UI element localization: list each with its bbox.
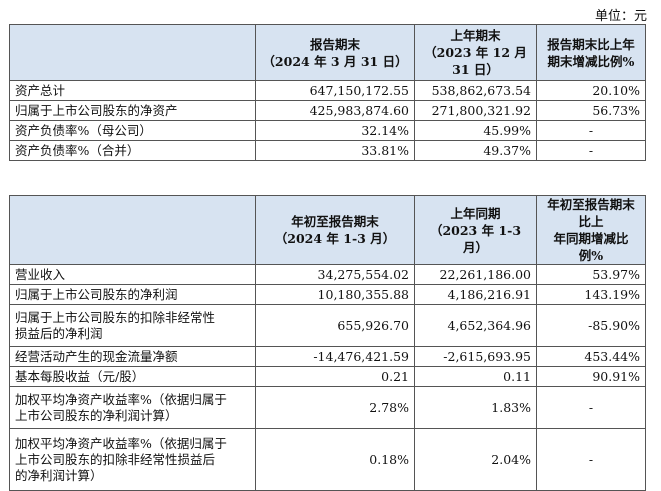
table-row: 基本每股收益（元/股） 0.21 0.11 90.91% [9,366,646,387]
row-label: 加权平均净资产收益率%（依据归属于 上市公司股东的扣除非经常性损益后 的净利润计算） [9,428,256,491]
table-cell: - [536,140,646,161]
table-cell: 143.19% [536,284,646,305]
column-header [9,195,256,265]
table-cell: 0.18% [255,428,415,491]
table-row: 营业收入 34,275,554.02 22,261,186.00 53.97% [9,264,646,285]
column-header: 上年期末 （2023 年 12 月 31 日） [414,24,537,81]
row-label: 资产负债率%（合并） [9,140,256,161]
header-row: 报告期末 （2024 年 3 月 31 日） 上年期末 （2023 年 12 月 31… [9,24,646,81]
table-cell: 0.11 [414,366,537,387]
balance-table: 报告期末 （2024 年 3 月 31 日） 上年期末 （2023 年 12 月 31… [9,24,646,161]
table-cell: - [536,120,646,141]
table-cell: -85.90% [536,304,646,347]
column-header: 年初至报告期末比上 年同期增减比例% [536,195,646,265]
row-label: 归属于上市公司股东的扣除非经常性 损益后的净利润 [9,304,256,347]
table-row: 经营活动产生的现金流量净额 -14,476,421.59 -2,615,693.95… [9,346,646,367]
income-table: 年初至报告期末 （2024 年 1-3 月） 上年同期 （2023 年 1-3 月）年… [9,195,646,491]
row-label: 加权平均净资产收益率%（依据归属于 上市公司股东的净利润计算） [9,386,256,429]
table-cell: 453.44% [536,346,646,367]
table-cell: 647,150,172.55 [255,80,415,101]
row-label: 经营活动产生的现金流量净额 [9,346,256,367]
table-row: 归属于上市公司股东的扣除非经常性 损益后的净利润 655,926.70 4,652,3… [9,304,646,347]
table-cell: 32.14% [255,120,415,141]
table-cell: 53.97% [536,264,646,285]
row-label: 归属于上市公司股东的净利润 [9,284,256,305]
table-cell: 45.99% [414,120,537,141]
row-label: 资产总计 [9,80,256,101]
row-label: 资产负债率%（母公司） [9,120,256,141]
table-row: 资产负债率%（母公司） 32.14% 45.99% - [9,120,646,141]
table-cell: 90.91% [536,366,646,387]
table-row: 加权平均净资产收益率%（依据归属于 上市公司股东的扣除非经常性损益后 的净利润计算）… [9,428,646,491]
row-label: 基本每股收益（元/股） [9,366,256,387]
table-cell: - [536,428,646,491]
column-header: 上年同期 （2023 年 1-3 月） [414,195,537,265]
column-header: 年初至报告期末 （2024 年 1-3 月） [255,195,415,265]
table-cell: 425,983,874.60 [255,100,415,121]
table-cell: 33.81% [255,140,415,161]
table-cell: 49.37% [414,140,537,161]
table-cell: -14,476,421.59 [255,346,415,367]
column-header: 报告期末 （2024 年 3 月 31 日） [255,24,415,81]
table-cell: - [536,386,646,429]
table-cell: 0.21 [255,366,415,387]
table-cell: 4,186,216.91 [414,284,537,305]
table-row: 资产总计 647,150,172.55 538,862,673.54 20.10% [9,80,646,101]
income-table-body: 年初至报告期末 （2024 年 1-3 月） 上年同期 （2023 年 1-3 月）年… [9,195,646,491]
table-cell: -2,615,693.95 [414,346,537,367]
unit-label: 单位：元 [594,9,647,24]
table-cell: 1.83% [414,386,537,429]
table-row: 资产负债率%（合并） 33.81% 49.37% - [9,140,646,161]
column-header [9,24,256,81]
table-row: 归属于上市公司股东的净利润 10,180,355.88 4,186,216.91 14… [9,284,646,305]
table-cell: 271,800,321.92 [414,100,537,121]
table-cell: 34,275,554.02 [255,264,415,285]
table-cell: 10,180,355.88 [255,284,415,305]
table-row: 加权平均净资产收益率%（依据归属于 上市公司股东的净利润计算） 2.78% 1.83%… [9,386,646,429]
table-cell: 2.04% [414,428,537,491]
column-header: 报告期末比上年 期末增减比例% [536,24,646,81]
table-cell: 655,926.70 [255,304,415,347]
table-cell: 20.10% [536,80,646,101]
balance-table-body: 报告期末 （2024 年 3 月 31 日） 上年期末 （2023 年 12 月 31… [9,24,646,161]
table-cell: 538,862,673.54 [414,80,537,101]
table-cell: 2.78% [255,386,415,429]
row-label: 营业收入 [9,264,256,285]
row-label: 归属于上市公司股东的净资产 [9,100,256,121]
table-cell: 4,652,364.96 [414,304,537,347]
table-cell: 56.73% [536,100,646,121]
header-row: 年初至报告期末 （2024 年 1-3 月） 上年同期 （2023 年 1-3 月）年… [9,195,646,265]
table-cell: 22,261,186.00 [414,264,537,285]
table-row: 归属于上市公司股东的净资产 425,983,874.60 271,800,321.9… [9,100,646,121]
